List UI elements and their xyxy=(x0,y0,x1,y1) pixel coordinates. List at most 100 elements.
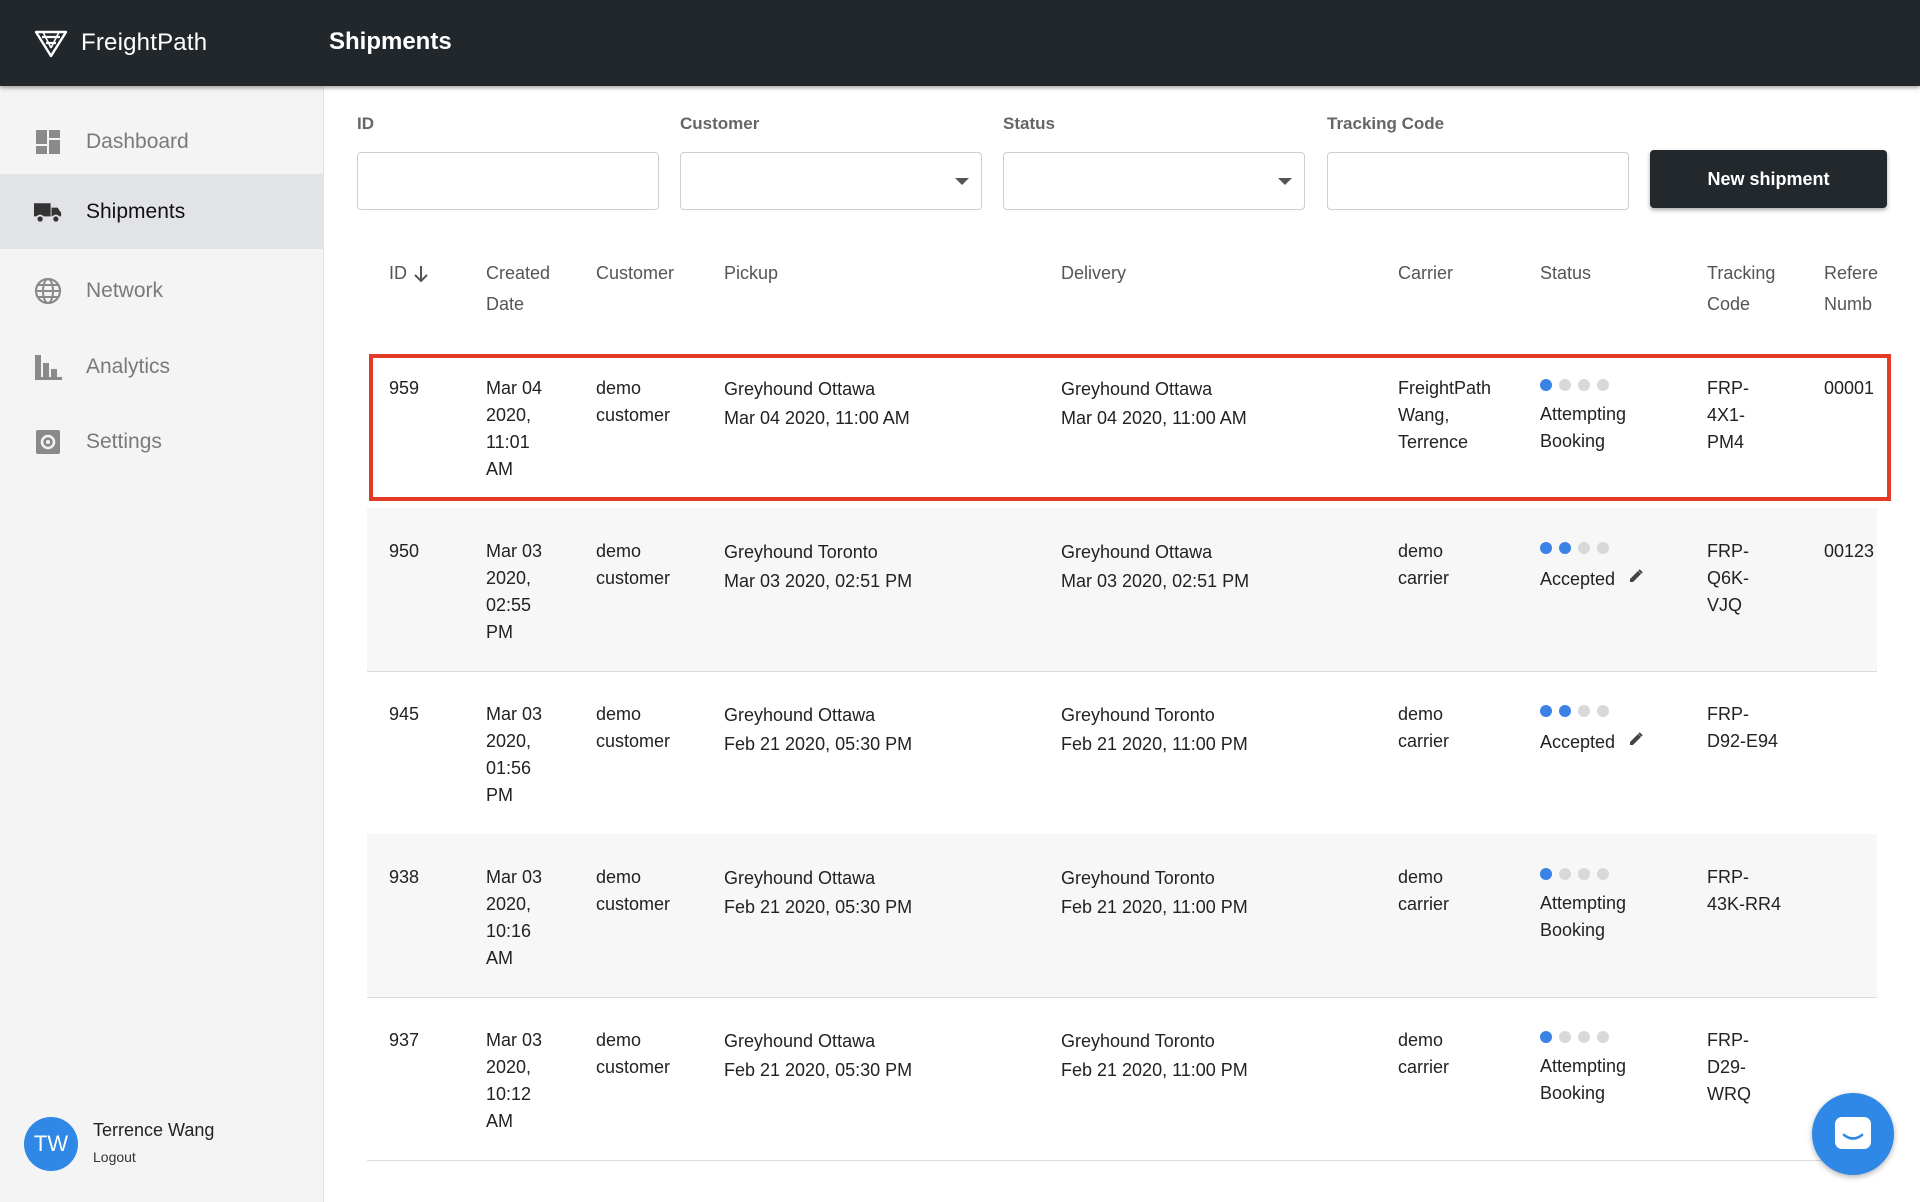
status-step-dot xyxy=(1597,379,1609,391)
customer-name: demo customer xyxy=(596,538,670,592)
sidebar-item-shipments[interactable]: Shipments xyxy=(0,174,324,249)
brand-logo[interactable]: FreightPath xyxy=(34,26,207,60)
logout-link[interactable]: Logout xyxy=(93,1149,136,1165)
status-cell: Accepted xyxy=(1540,700,1643,756)
status-step-dot xyxy=(1578,868,1590,880)
tracking-code: FRP- Q6K- VJQ xyxy=(1707,538,1749,619)
created-date-line: 10:12 xyxy=(486,1084,532,1104)
tracking-code: FRP- D92-E94 xyxy=(1707,701,1778,755)
column-header-carrier[interactable]: Carrier xyxy=(1398,263,1454,283)
created-date-line: 2020, xyxy=(486,568,532,588)
table-row[interactable] xyxy=(367,508,1877,671)
sidebar-item-label: Analytics xyxy=(86,354,171,378)
status-text-line: Attempting xyxy=(1540,1053,1626,1080)
table-row[interactable] xyxy=(367,834,1877,997)
customer-select[interactable] xyxy=(680,152,982,210)
edit-pencil-icon[interactable] xyxy=(1629,564,1643,591)
created-date: Mar 03 2020, 02:55 PM xyxy=(486,538,542,646)
tracking-code-line: Q6K- xyxy=(1707,568,1750,588)
sidebar-item-network[interactable]: Network xyxy=(0,253,324,328)
status-step-dot xyxy=(1578,542,1590,554)
edit-pencil-icon[interactable] xyxy=(1629,727,1643,754)
sidebar-item-dashboard[interactable]: Dashboard xyxy=(0,104,324,179)
carrier-name-line: Wang, xyxy=(1398,405,1450,425)
created-date-line: Mar 03 xyxy=(486,541,543,561)
tracking-code-line: FRP- xyxy=(1707,541,1749,561)
id-search-input[interactable] xyxy=(357,152,659,210)
status-select[interactable] xyxy=(1003,152,1305,210)
column-header-delivery[interactable]: Delivery xyxy=(1061,263,1127,283)
filter-id: ID xyxy=(357,114,659,210)
pickup-time: Feb 21 2020, 05:30 PM xyxy=(724,734,913,754)
status-text-line: Booking xyxy=(1540,428,1626,455)
shipment-id: 950 xyxy=(389,541,420,561)
globe-icon xyxy=(34,277,62,305)
status-progress-dots xyxy=(1540,542,1643,554)
customer-name: demo customer xyxy=(596,1027,670,1081)
tracking-code-line: 43K-RR4 xyxy=(1707,894,1782,914)
pickup-cell: Greyhound Ottawa Feb 21 2020, 05:30 PM xyxy=(724,865,912,921)
status-step-dot xyxy=(1597,542,1609,554)
status-step-dot xyxy=(1540,542,1552,554)
column-header-created-date[interactable]: Created Date xyxy=(486,258,550,320)
carrier-name-line: demo xyxy=(1398,704,1444,724)
shipment-id: 959 xyxy=(389,378,420,398)
filter-customer-label: Customer xyxy=(680,114,760,133)
status-text: Accepted xyxy=(1540,569,1616,589)
row-divider xyxy=(367,997,1877,998)
carrier-name-line: FreightPath xyxy=(1398,378,1492,398)
customer-name-line: customer xyxy=(596,405,671,425)
column-header-reference-line2: Numb xyxy=(1824,294,1873,314)
column-header-tracking-code[interactable]: Tracking Code xyxy=(1707,258,1775,320)
carrier-name-line: carrier xyxy=(1398,568,1450,588)
status-text-line: Accepted xyxy=(1540,727,1643,756)
status-text: Attempting xyxy=(1540,404,1627,424)
status-step-dot xyxy=(1540,379,1552,391)
tracking-code-line: FRP- xyxy=(1707,704,1749,724)
tracking-code: FRP- 4X1- PM4 xyxy=(1707,375,1749,456)
shipment-id: 938 xyxy=(389,867,420,887)
column-header-id[interactable]: ID xyxy=(389,258,429,289)
status-text: Attempting xyxy=(1540,1056,1627,1076)
tracking-code-line: VJQ xyxy=(1707,595,1743,615)
status-text-line: Booking xyxy=(1540,917,1626,944)
sidebar-item-settings[interactable]: Settings xyxy=(0,404,324,479)
column-header-customer[interactable]: Customer xyxy=(596,263,675,283)
tracking-code-input[interactable] xyxy=(1327,152,1629,210)
sidebar-item-label: Shipments xyxy=(86,199,186,223)
delivery-cell: Greyhound Ottawa Mar 03 2020, 02:51 PM xyxy=(1061,539,1249,595)
delivery-location: Greyhound Ottawa xyxy=(1061,542,1213,562)
column-header-tracking-line1: Tracking xyxy=(1707,263,1776,283)
status-text: Booking xyxy=(1540,431,1606,451)
status-cell: Attempting Booking xyxy=(1540,1026,1626,1107)
created-date-line: 01:56 xyxy=(486,758,532,778)
pickup-time: Feb 21 2020, 05:30 PM xyxy=(724,1060,913,1080)
status-text-line: Attempting xyxy=(1540,401,1626,428)
column-header-reference-number[interactable]: Refere Numb xyxy=(1824,258,1878,320)
sidebar-item-analytics[interactable]: Analytics xyxy=(0,329,324,404)
chat-launcher-button[interactable] xyxy=(1812,1093,1894,1175)
avatar[interactable]: TW xyxy=(24,1117,78,1171)
delivery-time: Feb 21 2020, 11:00 PM xyxy=(1061,734,1248,754)
dashboard-icon xyxy=(34,128,62,156)
reference-number: 00123 xyxy=(1824,541,1875,561)
tracking-code-line: D29- xyxy=(1707,1057,1747,1077)
status-step-dot xyxy=(1559,868,1571,880)
filter-id-label: ID xyxy=(357,114,374,133)
new-shipment-button[interactable]: New shipment xyxy=(1650,150,1887,208)
chevron-down-icon xyxy=(955,178,969,185)
column-header-status[interactable]: Status xyxy=(1540,263,1592,283)
carrier-name: demo carrier xyxy=(1398,701,1449,755)
status-step-dot xyxy=(1559,705,1571,717)
created-date: Mar 03 2020, 01:56 PM xyxy=(486,701,542,809)
customer-name-line: demo xyxy=(596,378,642,398)
column-header-pickup[interactable]: Pickup xyxy=(724,263,779,283)
delivery-cell: Greyhound Toronto Feb 21 2020, 11:00 PM xyxy=(1061,865,1248,921)
created-date: Mar 04 2020, 11:01 AM xyxy=(486,375,542,483)
row-divider xyxy=(367,671,1877,672)
created-date-line: 02:55 xyxy=(486,595,532,615)
filter-tracking: Tracking Code xyxy=(1327,114,1629,210)
status-progress-dots xyxy=(1540,1031,1626,1043)
created-date-line: PM xyxy=(486,622,513,642)
status-cell: Accepted xyxy=(1540,537,1643,593)
